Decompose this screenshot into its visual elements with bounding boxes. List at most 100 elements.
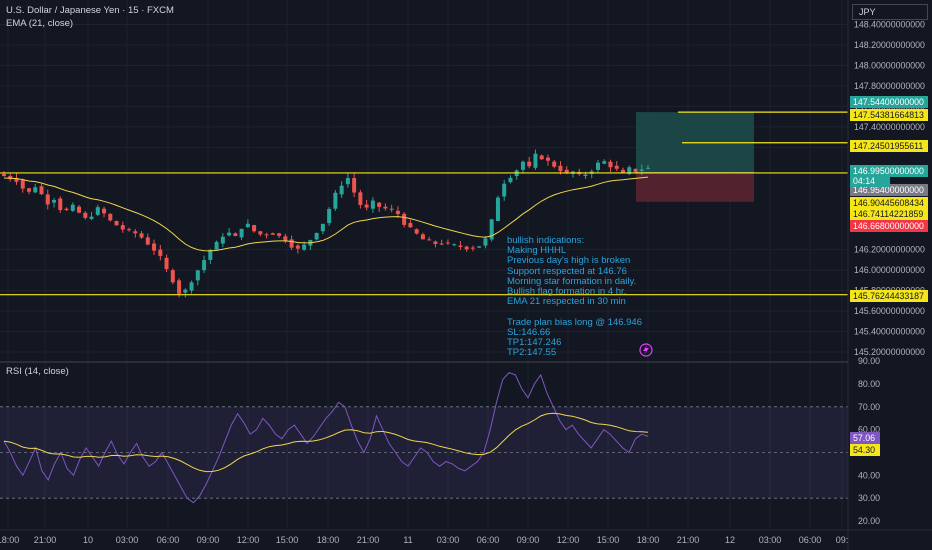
rsi-label-purple: 57.06 — [850, 432, 880, 444]
candle — [77, 206, 82, 213]
candle — [414, 229, 419, 234]
candle — [614, 165, 619, 169]
candle — [245, 223, 250, 228]
candle — [558, 165, 563, 172]
rsi-tick-label: 70.00 — [858, 402, 880, 412]
trade-note-line: TP1:147.246 — [507, 337, 562, 349]
candle — [214, 241, 219, 250]
price-tick-label: 145.40000000000 — [854, 327, 925, 337]
price-tick-label: 148.40000000000 — [854, 20, 925, 30]
candle — [289, 239, 294, 248]
price-label-yellow: 147.54381664813 — [850, 109, 928, 121]
lightning-icon[interactable] — [639, 343, 653, 357]
candle — [33, 187, 38, 193]
candle — [20, 180, 25, 189]
rsi-tick-label: 40.00 — [858, 470, 880, 480]
rsi-indicator-label[interactable]: RSI (14, close) — [6, 366, 69, 377]
price-tick-label: 145.60000000000 — [854, 306, 925, 316]
candle — [358, 192, 363, 205]
time-tick-label: 09:00 — [197, 535, 220, 545]
time-tick-label: 06:00 — [477, 535, 500, 545]
currency-button[interactable]: JPY — [852, 4, 928, 20]
candle — [58, 198, 63, 211]
candle — [508, 177, 513, 183]
price-tick-label: 148.00000000000 — [854, 60, 925, 70]
candle — [433, 241, 438, 244]
candle — [452, 244, 457, 246]
trade-note-line: Bullish flag formation in 4 hr. — [507, 286, 627, 298]
candle — [27, 188, 32, 192]
candles — [2, 149, 650, 298]
candle — [339, 185, 344, 195]
candle — [133, 231, 138, 234]
candle — [164, 257, 169, 270]
time-tick-label: 18:00 — [637, 535, 660, 545]
candle — [233, 233, 238, 237]
candle — [395, 210, 400, 215]
trade-note-line: Making HHHL — [507, 245, 567, 257]
trade-note-line: EMA 21 respected in 30 min — [507, 296, 626, 308]
price-tick-label: 147.40000000000 — [854, 122, 925, 132]
candle — [595, 162, 600, 170]
trade-note[interactable]: bullish indications: Making HHHL Previous … — [507, 235, 642, 358]
candle — [114, 221, 119, 226]
candle — [564, 169, 569, 173]
trade-note-line: Trade plan bias long @ 146.946 — [507, 316, 642, 328]
candle — [327, 208, 332, 224]
candle — [458, 245, 463, 247]
candle — [64, 208, 69, 211]
candle — [320, 223, 325, 232]
rsi-tick-label: 60.00 — [858, 425, 880, 435]
time-tick-label: 12:00 — [557, 535, 580, 545]
candle — [108, 213, 113, 221]
time-tick-label: 21:00 — [677, 535, 700, 545]
price-label-gray: 146.95400000000 — [850, 184, 928, 196]
candle — [170, 270, 175, 283]
candle — [608, 161, 613, 168]
candle — [552, 161, 557, 167]
candle — [227, 232, 232, 236]
candle — [158, 249, 163, 256]
rsi-label-yellow: 54.30 — [850, 444, 880, 456]
price-tick-label: 146.00000000000 — [854, 265, 925, 275]
ema-indicator-label[interactable]: EMA (21, close) — [6, 18, 74, 29]
time-tick-label: 03:00 — [759, 535, 782, 545]
time-tick-label: 09:00 — [517, 535, 540, 545]
candle — [70, 204, 75, 211]
candle — [333, 192, 338, 209]
time-tick-label: 12:00 — [237, 535, 260, 545]
symbol-title[interactable]: U.S. Dollar / Japanese Yen · 15 · FXCM — [6, 5, 174, 16]
level-lines — [0, 111, 848, 296]
rsi-tick-label: 20.00 — [858, 516, 880, 526]
candle — [602, 161, 607, 164]
candle — [270, 233, 275, 235]
price-tick-label: 147.80000000000 — [854, 81, 925, 91]
price-tick-label: 146.20000000000 — [854, 245, 925, 255]
candle — [189, 282, 194, 291]
candle — [427, 239, 432, 241]
candle — [220, 236, 225, 244]
candle — [258, 231, 263, 235]
candle — [389, 208, 394, 210]
candle — [408, 223, 413, 228]
time-tick-label: 06:00 — [157, 535, 180, 545]
candle — [620, 169, 625, 173]
time-ticks: 18:00 21:00 10 03:00 06:00 09:00 12:00 15:00 18:… — [0, 535, 848, 545]
candle — [527, 161, 532, 167]
candle — [102, 208, 107, 214]
candle — [583, 174, 588, 176]
candle — [520, 161, 525, 170]
candle — [195, 270, 200, 281]
price-label-yellow: 146.74114221859 — [850, 208, 928, 220]
time-tick-label: 21:00 — [357, 535, 380, 545]
candle — [545, 157, 550, 161]
candle — [2, 173, 6, 177]
position-zones — [636, 112, 754, 202]
candle — [95, 207, 100, 215]
trade-note-line: bullish indications: — [507, 235, 585, 246]
time-tick-label: 18:00 — [317, 535, 340, 545]
price-label-green: 147.54400000000 — [850, 96, 928, 108]
trade-note-line: Morning star formation in daily. — [507, 275, 637, 287]
time-tick-label: 09: — [836, 535, 849, 545]
